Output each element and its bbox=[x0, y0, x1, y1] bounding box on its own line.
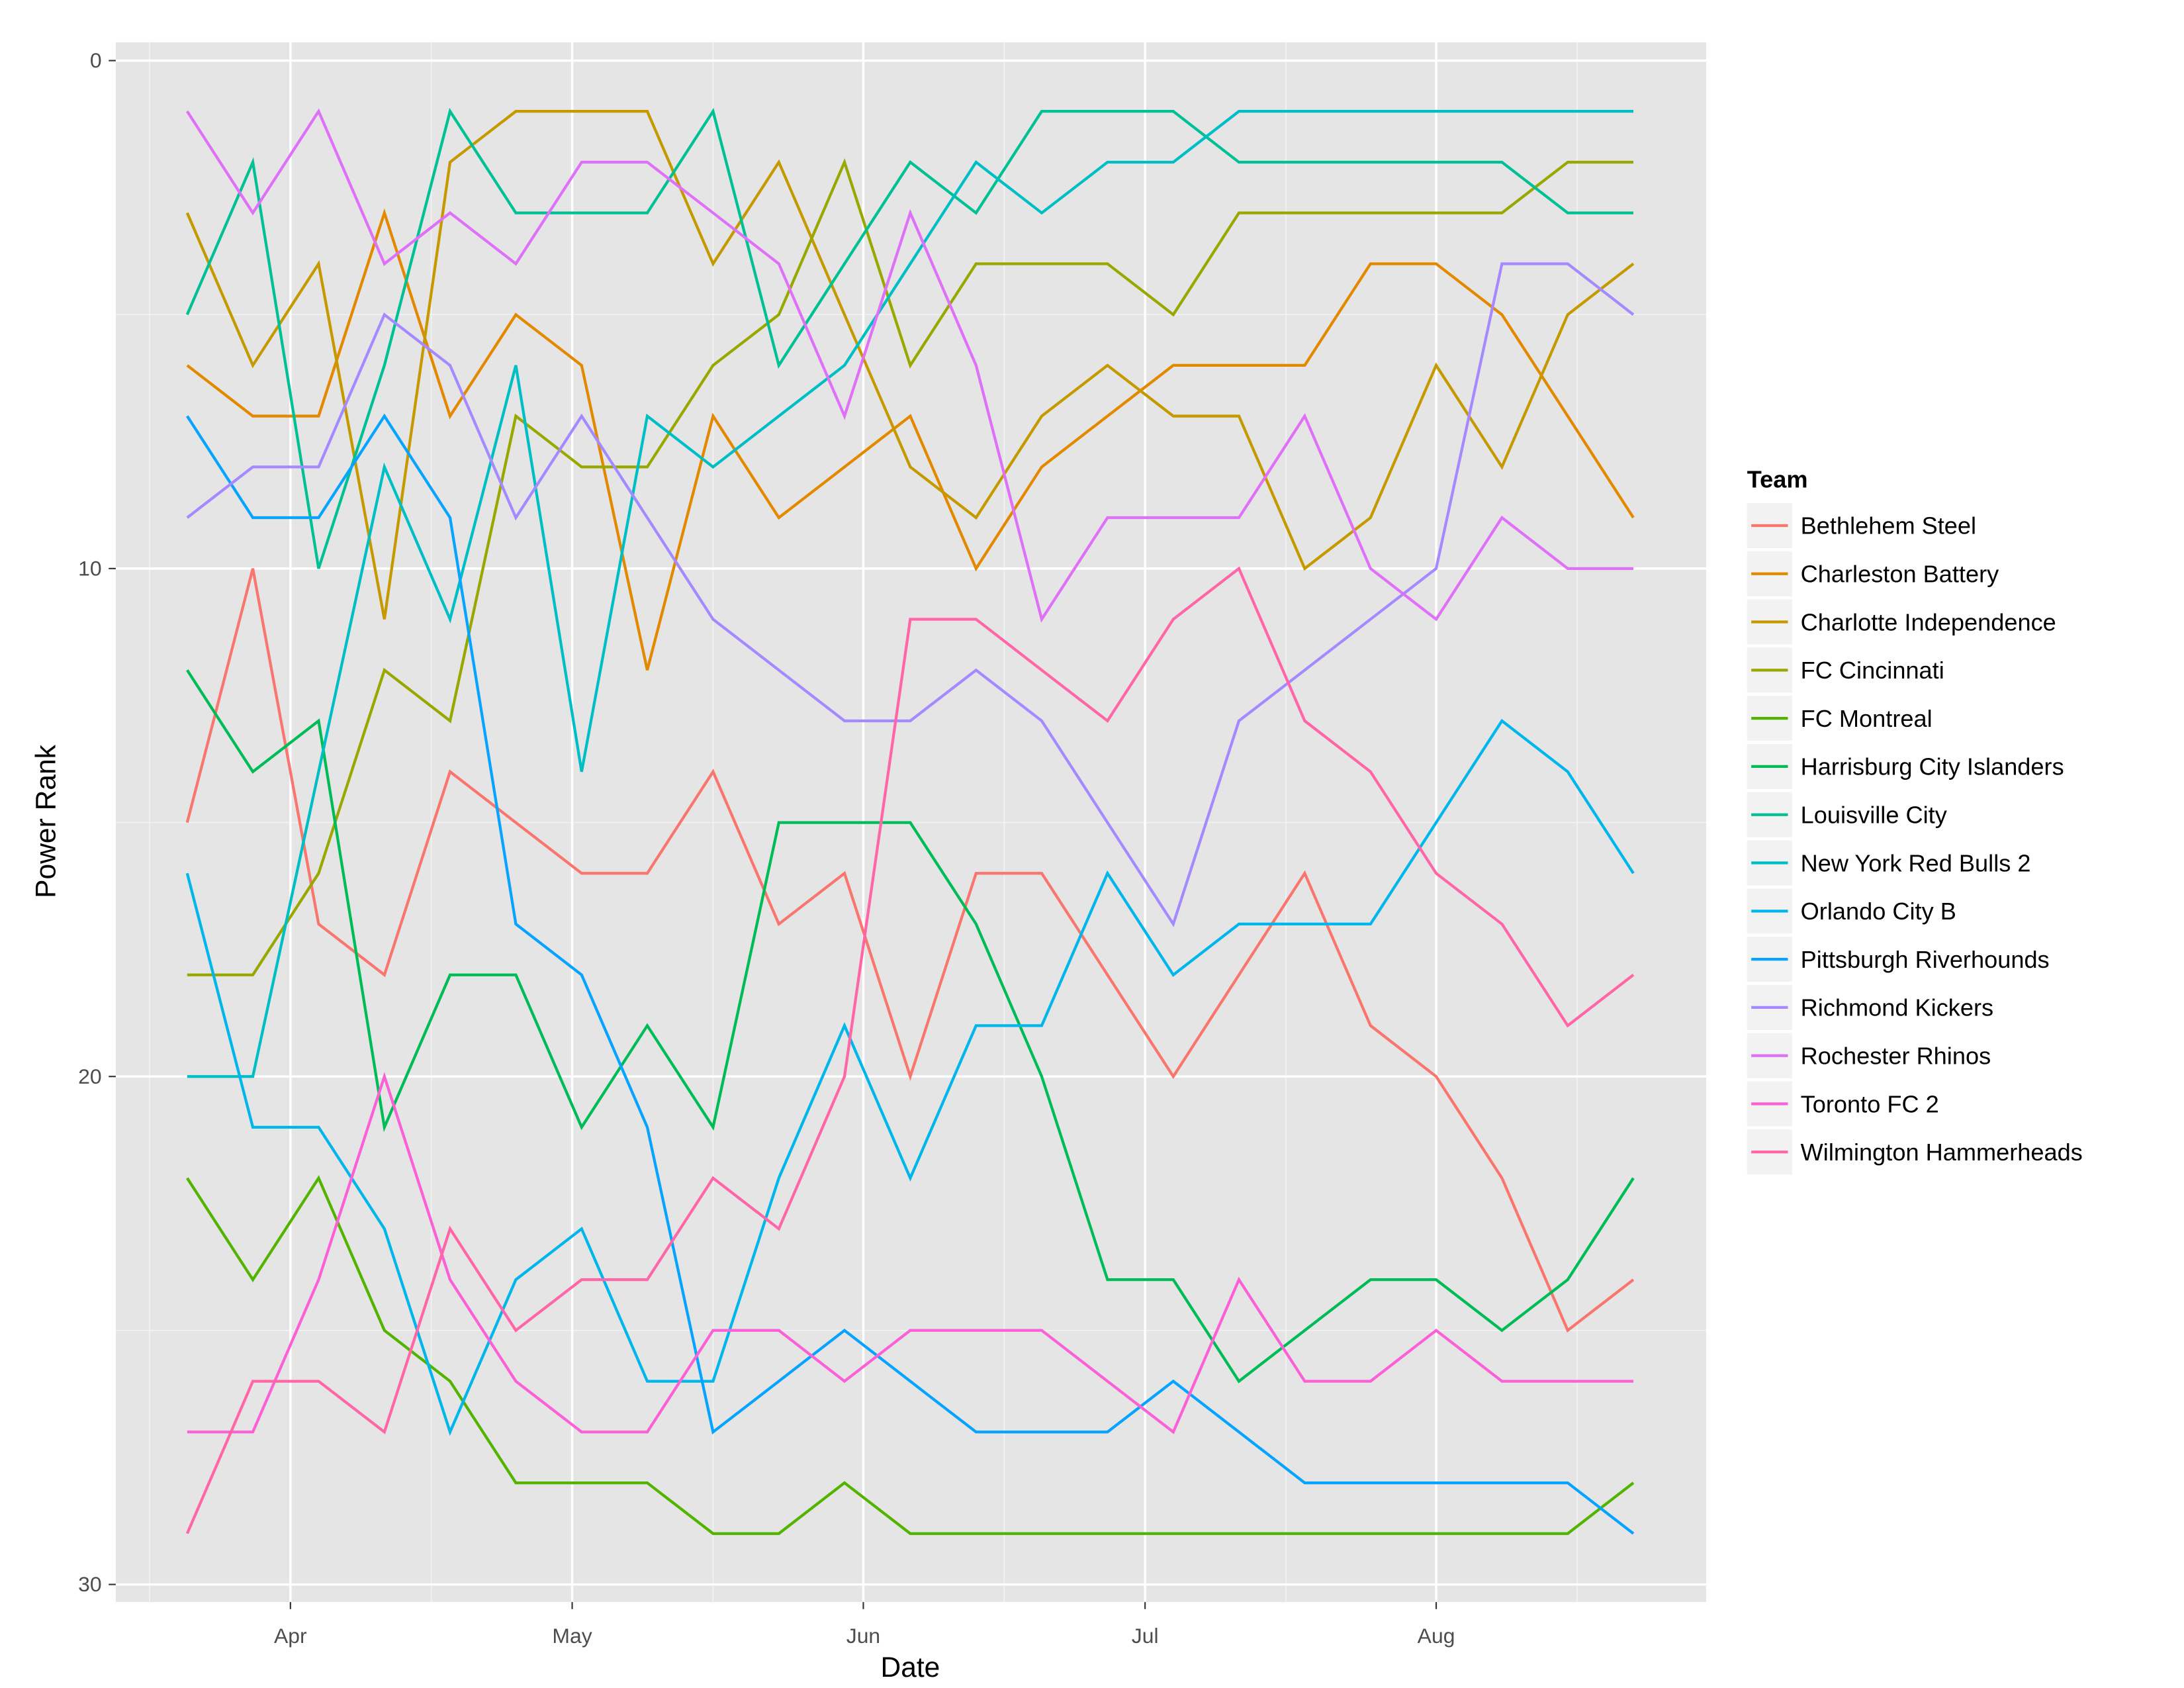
legend-item-orlando-city-b: Orlando City B bbox=[1747, 888, 1956, 934]
series-line-toronto-fc-2 bbox=[187, 1072, 1634, 1434]
legend-label: Charleston Battery bbox=[1801, 561, 1999, 588]
legend-item-charleston-battery: Charleston Battery bbox=[1747, 551, 1999, 596]
legend-label: Pittsburgh Riverhounds bbox=[1801, 946, 2050, 973]
legend-label: Charlotte Independence bbox=[1801, 608, 2056, 635]
legend-item-rochester-rhinos: Rochester Rhinos bbox=[1747, 1033, 1991, 1078]
series-line-richmond-kickers bbox=[186, 262, 1635, 927]
series-line-harrisburg-city-islanders bbox=[186, 669, 1635, 1383]
x-tick-label: Apr bbox=[274, 1624, 307, 1648]
legend-item-harrisburg-city-islanders: Harrisburg City Islanders bbox=[1747, 743, 2064, 789]
legend-label: FC Montreal bbox=[1801, 705, 1933, 732]
legend-item-louisville-city: Louisville City bbox=[1747, 792, 1948, 837]
legend-label: FC Cincinnati bbox=[1801, 657, 1944, 684]
legend-label: Toronto FC 2 bbox=[1801, 1090, 1939, 1117]
legend-title: Team bbox=[1747, 465, 1808, 492]
legend-item-richmond-kickers: Richmond Kickers bbox=[1747, 984, 1993, 1030]
legend-label: Orlando City B bbox=[1801, 898, 1956, 925]
x-tick-label: Aug bbox=[1418, 1624, 1455, 1648]
legend-label: Rochester Rhinos bbox=[1801, 1042, 1991, 1069]
legend: Team Bethlehem Steel Charleston Battery Ch… bbox=[1747, 465, 2083, 1175]
legend-item-fc-montreal: FC Montreal bbox=[1747, 696, 1933, 741]
x-tick-label: Jun bbox=[846, 1624, 880, 1648]
legend-label: Harrisburg City Islanders bbox=[1801, 753, 2064, 780]
axes: Apr May Jun Jul Aug 0 10 20 30 bbox=[78, 48, 1455, 1648]
legend-item-charlotte-independence: Charlotte Independence bbox=[1747, 599, 2056, 645]
legend-label: Bethlehem Steel bbox=[1801, 512, 1976, 539]
series-line-rochester-rhinos bbox=[186, 108, 1634, 623]
series-line-bethlehem-steel bbox=[185, 568, 1635, 1333]
series-line-new-york-red-bulls-2 bbox=[187, 110, 1634, 1078]
legend-item-bethlehem-steel: Bethlehem Steel bbox=[1747, 502, 1976, 549]
x-axis-title: Date bbox=[880, 1652, 940, 1683]
y-tick-label: 10 bbox=[78, 557, 102, 581]
y-tick-label: 0 bbox=[90, 48, 102, 72]
x-tick-label: Jul bbox=[1132, 1624, 1159, 1648]
series-line-louisville-city bbox=[185, 107, 1634, 569]
series-line-fc-cincinnati bbox=[187, 158, 1634, 976]
legend-label: Louisville City bbox=[1801, 801, 1948, 828]
legend-label: New York Red Bulls 2 bbox=[1801, 849, 2031, 876]
legend-item-wilmington-hammerheads: Wilmington Hammerheads bbox=[1747, 1129, 2083, 1175]
series-line-pittsburgh-riverhounds bbox=[186, 413, 1635, 1535]
y-tick-label: 30 bbox=[78, 1572, 102, 1596]
y-tick-label: 20 bbox=[78, 1064, 102, 1088]
series-line-charlotte-independence bbox=[185, 110, 1635, 620]
y-axis-title: Power Rank bbox=[30, 744, 62, 898]
legend-item-pittsburgh-riverhounds: Pittsburgh Riverhounds bbox=[1747, 937, 2050, 982]
legend-label: Wilmington Hammerheads bbox=[1801, 1139, 2083, 1166]
legend-item-fc-cincinnati: FC Cincinnati bbox=[1747, 647, 1944, 693]
x-tick-label: May bbox=[552, 1624, 592, 1648]
legend-label: Richmond Kickers bbox=[1801, 994, 1993, 1021]
series-line-orlando-city-b bbox=[185, 718, 1635, 1436]
series-line-wilmington-hammerheads bbox=[185, 566, 1635, 1534]
legend-item-toronto-fc-2: Toronto FC 2 bbox=[1747, 1081, 1939, 1127]
series-lines bbox=[185, 107, 1635, 1535]
legend-item-new-york-red-bulls-2: New York Red Bulls 2 bbox=[1747, 840, 2031, 886]
